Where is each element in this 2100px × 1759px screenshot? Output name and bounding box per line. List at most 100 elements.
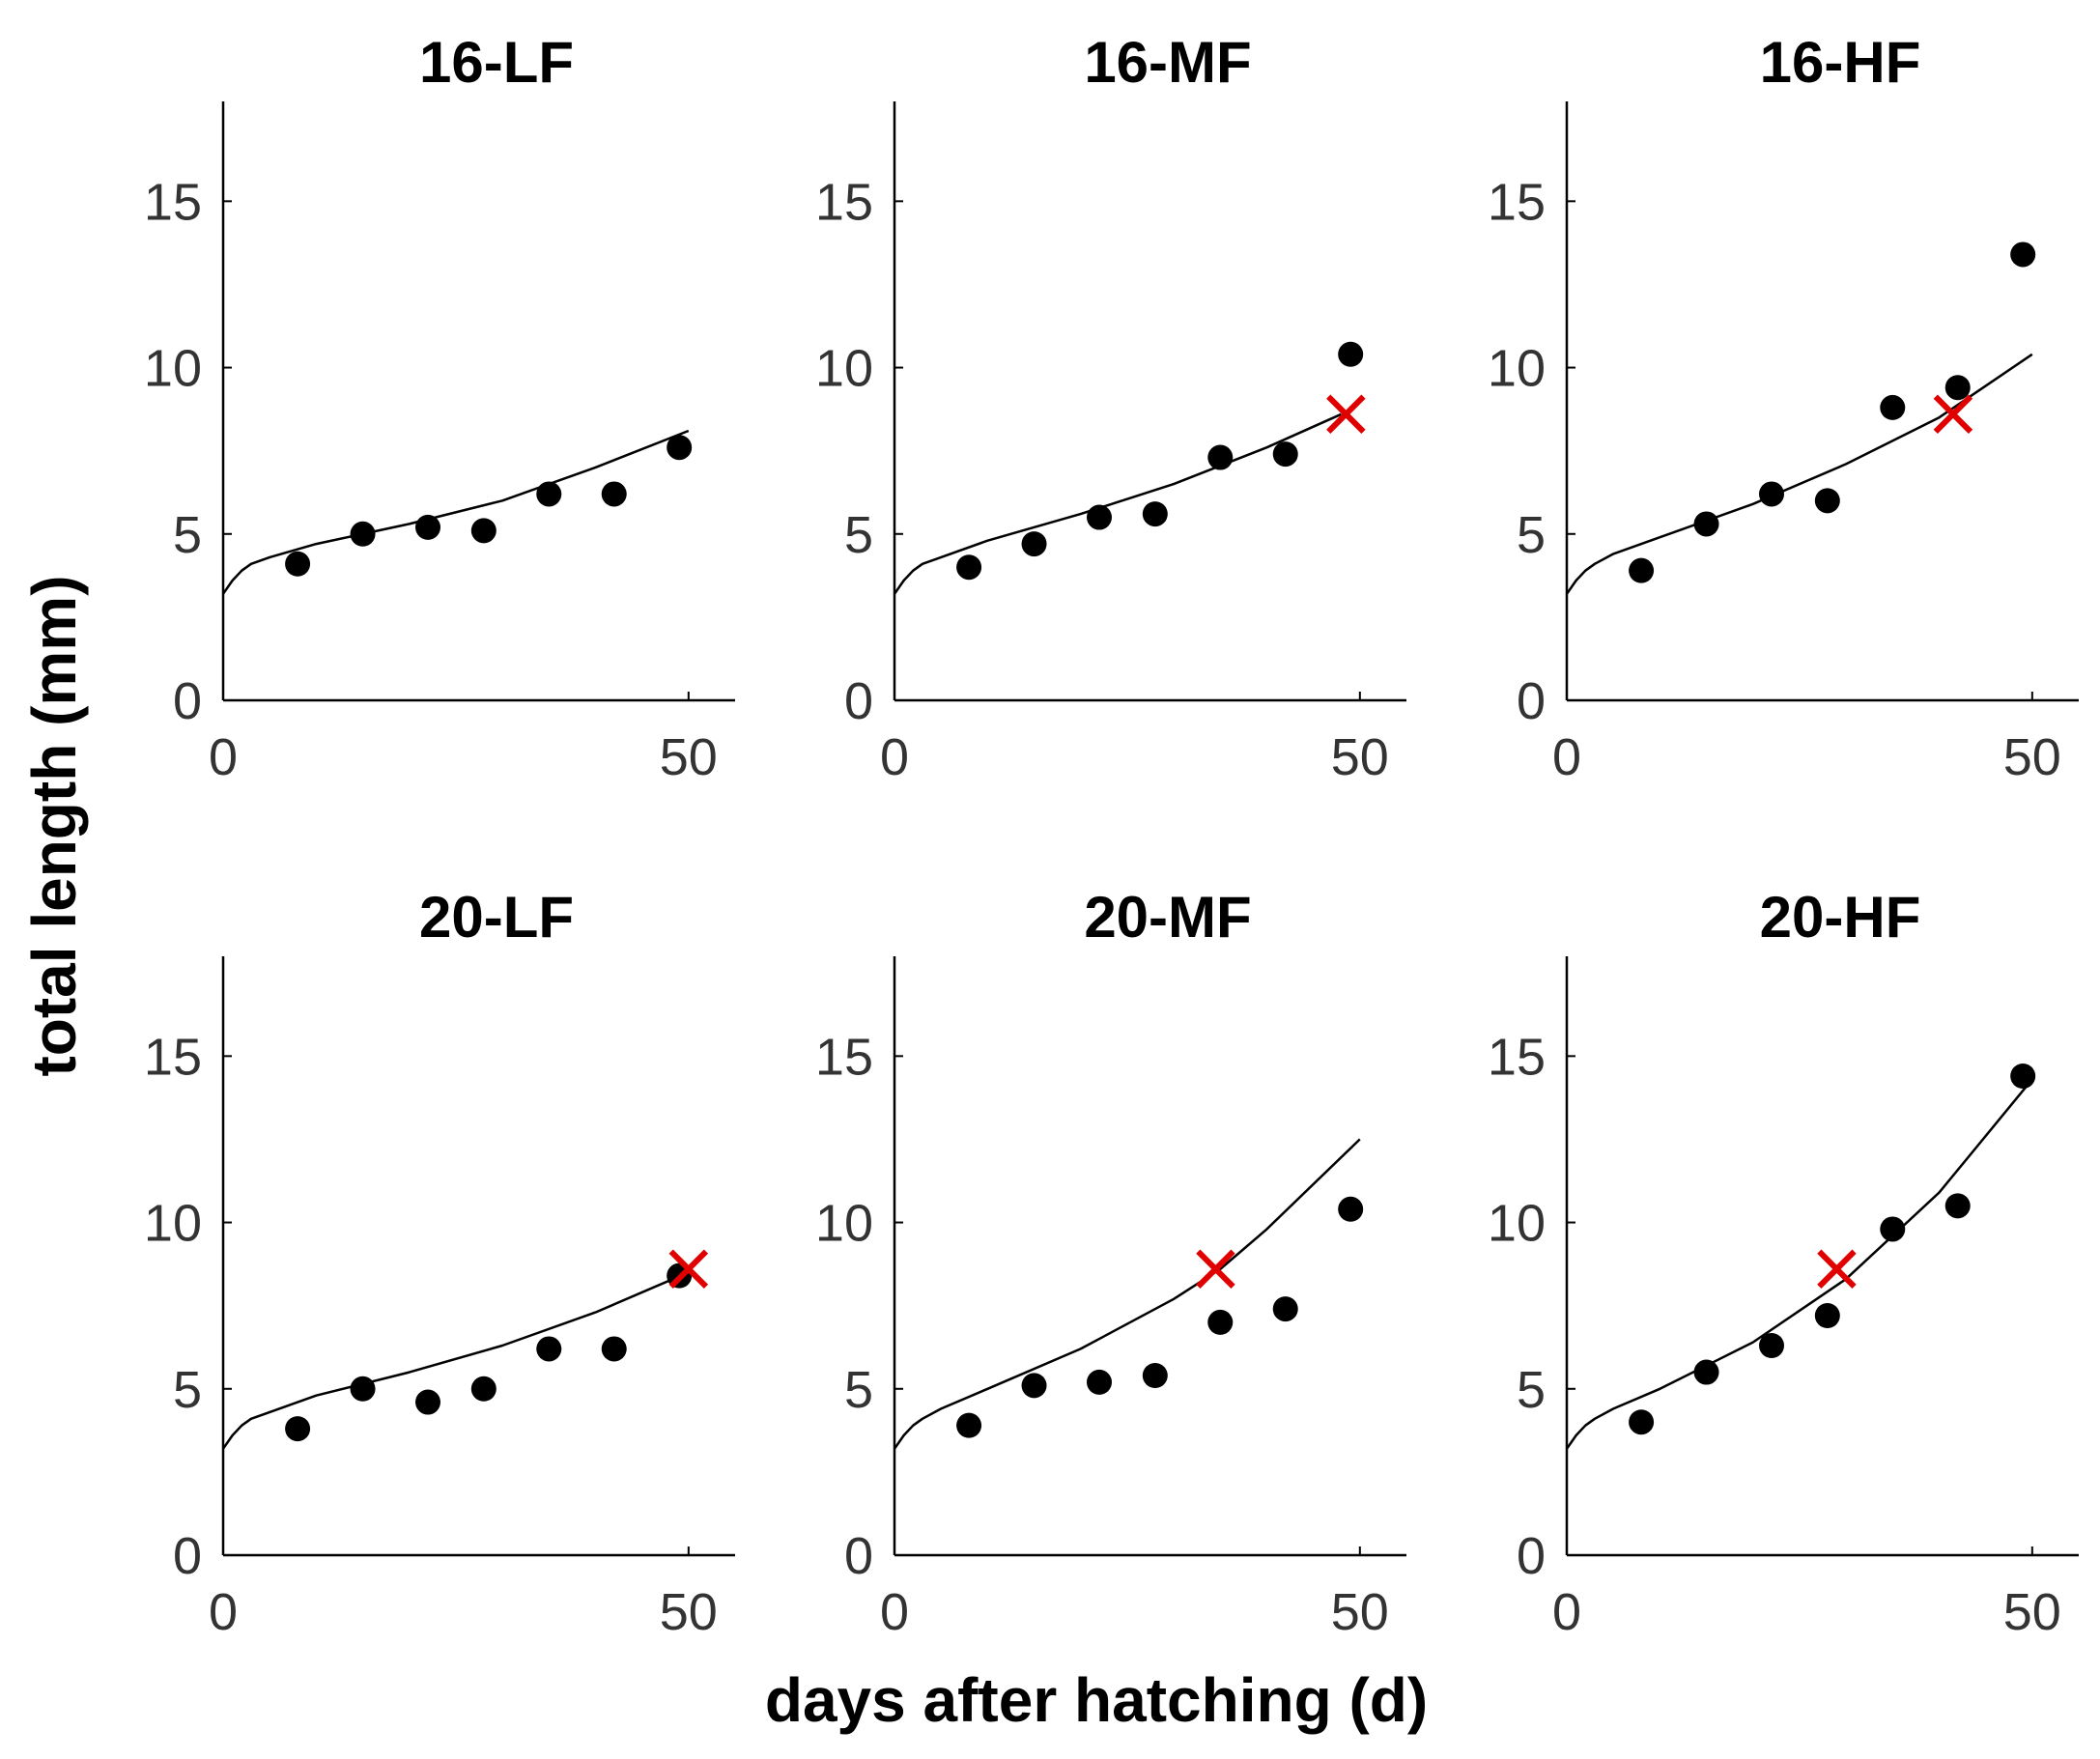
y-tick-label: 10	[144, 1195, 202, 1253]
data-point	[1629, 1409, 1655, 1435]
y-axis-label: total length (mm)	[19, 575, 89, 1076]
panel-20-LF: 20-LF 0 5 10 15 0 50	[144, 885, 735, 1641]
data-point	[350, 1376, 376, 1402]
data-point	[667, 435, 693, 461]
y-tick-label: 15	[1488, 173, 1546, 231]
x-axis-label: days after hatching (d)	[765, 1665, 1428, 1735]
y-tick-label: 10	[1488, 340, 1546, 398]
y-tick-label: 15	[815, 1028, 873, 1086]
model-curve	[1565, 1078, 2033, 1450]
y-tick-label: 0	[844, 672, 873, 730]
data-point	[350, 521, 376, 547]
y-tick-label: 0	[1517, 1527, 1546, 1585]
data-point	[1142, 1363, 1168, 1388]
y-tick-label: 5	[1517, 1361, 1546, 1419]
cross-stroke	[1196, 1249, 1235, 1290]
cross-stroke	[1326, 394, 1366, 435]
data-point	[1087, 1369, 1112, 1395]
data-point	[470, 1376, 497, 1402]
x-tick-label: 50	[660, 1583, 718, 1641]
panel-title: 16-HF	[1760, 30, 1921, 95]
data-point	[536, 1336, 562, 1362]
data-point	[1693, 1359, 1719, 1385]
data-point	[601, 481, 627, 507]
cross-stroke	[668, 1249, 709, 1290]
y-tick-label: 5	[844, 1361, 873, 1419]
data-point	[1338, 1196, 1364, 1222]
panel-title: 20-HF	[1760, 885, 1921, 950]
cross-marker	[1817, 1249, 1857, 1290]
data-point	[415, 514, 440, 540]
cross-marker	[1196, 1249, 1235, 1290]
data-point	[1880, 1216, 1906, 1242]
panel-20-MF: 20-MF 0 5 10 15 0 50	[815, 885, 1406, 1641]
y-tick-label: 10	[1488, 1195, 1546, 1253]
y-tick-label: 5	[173, 1361, 202, 1419]
data-point	[1759, 481, 1784, 507]
cross-marker	[1326, 394, 1366, 435]
panel-16-LF: 16-LF 0 5 10 15 0 50	[144, 30, 735, 786]
y-tick-label: 15	[815, 173, 873, 231]
y-tick-label: 5	[844, 506, 873, 564]
panel-16-HF: 16-HF 0 5 10 15 0 50	[1488, 30, 2079, 786]
y-tick-label: 0	[1517, 672, 1546, 730]
panel-title: 20-MF	[1084, 885, 1251, 950]
data-point	[1087, 504, 1112, 530]
y-tick-label: 10	[815, 340, 873, 398]
data-point	[956, 554, 982, 581]
data-point	[1272, 1296, 1298, 1322]
data-point	[1021, 1373, 1047, 1399]
x-tick-label: 0	[209, 1583, 238, 1641]
data-point	[2010, 241, 2036, 268]
data-point	[2010, 1064, 2036, 1089]
cross-marker	[668, 1249, 709, 1290]
data-point	[1814, 1303, 1840, 1328]
y-tick-label: 0	[173, 672, 202, 730]
data-point	[285, 1416, 311, 1442]
y-tick-label: 15	[144, 173, 202, 231]
y-tick-label: 10	[815, 1195, 873, 1253]
cross-marker	[1933, 394, 1973, 435]
panel-title: 16-MF	[1084, 30, 1251, 95]
data-point	[1629, 557, 1655, 583]
cross-stroke	[1933, 394, 1973, 435]
data-point	[536, 481, 562, 507]
x-tick-label: 50	[2003, 728, 2061, 786]
data-point	[285, 551, 311, 577]
data-point	[1944, 1193, 1971, 1219]
x-tick-label: 0	[880, 728, 909, 786]
data-point	[956, 1412, 982, 1438]
data-point	[1142, 501, 1168, 527]
data-point	[1693, 511, 1719, 537]
data-point	[1944, 375, 1971, 401]
model-curve	[1565, 353, 2033, 595]
data-point	[1814, 488, 1840, 514]
cross-stroke	[1817, 1249, 1857, 1290]
x-tick-label: 0	[1552, 728, 1581, 786]
data-point	[1759, 1333, 1784, 1358]
panel-title: 16-LF	[419, 30, 574, 95]
x-tick-label: 50	[660, 728, 718, 786]
panel-title: 20-LF	[419, 885, 574, 950]
y-tick-label: 5	[1517, 506, 1546, 564]
model-curve	[221, 1271, 690, 1450]
data-point	[1880, 394, 1906, 420]
data-point	[1021, 531, 1047, 557]
data-point	[601, 1336, 627, 1362]
y-tick-label: 5	[173, 506, 202, 564]
x-tick-label: 50	[1331, 728, 1389, 786]
y-tick-label: 15	[144, 1028, 202, 1086]
y-tick-label: 0	[173, 1527, 202, 1585]
y-tick-label: 10	[144, 340, 202, 398]
model-curve	[893, 1138, 1361, 1450]
x-tick-label: 50	[2003, 1583, 2061, 1641]
data-point	[1272, 441, 1298, 468]
panel-20-HF: 20-HF 0 5 10 15 0 50	[1488, 885, 2079, 1641]
x-tick-label: 0	[880, 1583, 909, 1641]
x-tick-label: 0	[209, 728, 238, 786]
data-point	[415, 1389, 440, 1415]
x-tick-label: 0	[1552, 1583, 1581, 1641]
data-point	[470, 518, 497, 544]
